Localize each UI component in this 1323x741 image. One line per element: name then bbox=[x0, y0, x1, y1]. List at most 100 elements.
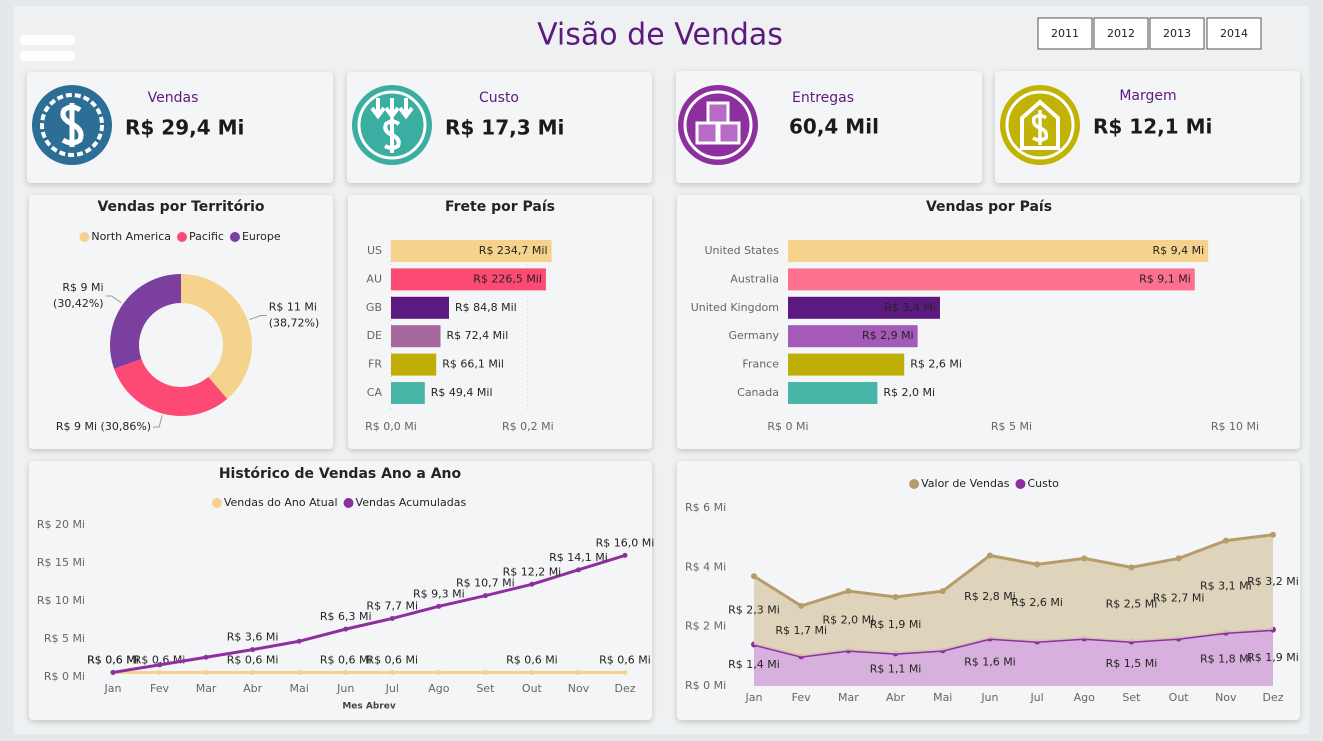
kpi-icon bbox=[678, 85, 758, 165]
data-point bbox=[751, 573, 757, 580]
y-tick-label: R$ 0 Mi bbox=[685, 679, 726, 692]
leader-line bbox=[249, 315, 267, 321]
data-point bbox=[389, 615, 395, 621]
data-point bbox=[296, 638, 302, 644]
y-tick-label: Canada bbox=[737, 386, 779, 399]
year-button[interactable]: 2014 bbox=[1206, 17, 1262, 50]
x-tick-label: Dez bbox=[614, 682, 635, 695]
kpi-value: R$ 17,3 Mi bbox=[445, 116, 564, 140]
x-tick-label: Set bbox=[1122, 691, 1141, 704]
bar bbox=[788, 382, 878, 404]
legend-marker bbox=[909, 479, 920, 489]
x-tick-label: Nov bbox=[1215, 691, 1237, 704]
data-label: R$ 1,6 Mi bbox=[964, 655, 1016, 668]
button-label: 2013 bbox=[1163, 27, 1191, 40]
data-label: R$ 2,9 Mi bbox=[862, 329, 914, 342]
chart-title: Vendas por País bbox=[926, 199, 1052, 215]
x-tick-label: Ago bbox=[1074, 691, 1096, 704]
data-label: R$ 49,4 Mil bbox=[431, 386, 493, 399]
data-label: R$ 0,6 Mi bbox=[506, 653, 558, 666]
year-button[interactable]: 2013 bbox=[1149, 17, 1205, 50]
kpi-icon bbox=[32, 85, 112, 165]
x-tick-label: R$ 0 Mi bbox=[767, 420, 808, 433]
data-label: R$ 7,7 Mi bbox=[366, 599, 418, 612]
kpi-label: Entregas bbox=[792, 90, 854, 106]
bar bbox=[391, 296, 450, 319]
chart-card bbox=[29, 461, 652, 720]
kpi-value: 60,4 Mil bbox=[789, 115, 879, 139]
y-tick-label: R$ 15 Mi bbox=[37, 556, 85, 569]
icon-ring bbox=[1005, 90, 1075, 160]
x-tick-label: Mai bbox=[933, 691, 952, 704]
leader-line bbox=[105, 295, 122, 304]
legend-label: Vendas do Ano Atual bbox=[224, 496, 338, 509]
y-tick-label: DE bbox=[367, 329, 382, 342]
data-label: R$ 0,6 Mi bbox=[87, 653, 139, 666]
icon-ring bbox=[683, 90, 753, 160]
data-label: R$ 2,0 Mi bbox=[883, 386, 935, 399]
legend-marker bbox=[343, 498, 354, 508]
x-tick-label: R$ 5 Mi bbox=[991, 420, 1032, 433]
y-tick-label: Germany bbox=[728, 329, 779, 342]
page-title: Visão de Vendas bbox=[537, 18, 783, 53]
data-point bbox=[250, 669, 256, 675]
data-label: R$ 1,5 Mi bbox=[1106, 657, 1158, 670]
data-label: R$ 9 Mi (30,86%) bbox=[56, 420, 151, 433]
data-point bbox=[1128, 564, 1135, 571]
y-tick-label: United Kingdom bbox=[691, 301, 779, 314]
data-label: R$ 66,1 Mil bbox=[442, 358, 504, 371]
data-label: R$ 3,6 Mi bbox=[227, 631, 279, 644]
data-label: R$ 2,6 Mi bbox=[1011, 596, 1063, 609]
icon-glyph bbox=[370, 98, 414, 120]
x-tick-label: Jul bbox=[385, 682, 399, 695]
button-label: 2012 bbox=[1107, 27, 1135, 40]
legend-marker bbox=[211, 498, 222, 508]
data-label: R$ 3,2 Mi bbox=[1247, 575, 1299, 588]
series-line bbox=[112, 553, 626, 674]
data-label: R$ 1,1 Mi bbox=[870, 663, 922, 676]
y-tick-label: Australia bbox=[730, 272, 779, 285]
button-box bbox=[1206, 17, 1262, 50]
data-label: R$ 9,3 Mi bbox=[413, 587, 465, 600]
data-point bbox=[343, 669, 349, 675]
data-label: R$ 11 Mi bbox=[269, 301, 317, 314]
x-tick-label: Jan bbox=[104, 682, 122, 695]
year-button[interactable]: 2011 bbox=[1037, 17, 1093, 50]
data-label: R$ 2,5 Mi bbox=[1106, 597, 1158, 610]
data-point bbox=[529, 669, 535, 675]
data-point bbox=[575, 669, 581, 675]
button-box bbox=[1149, 17, 1205, 50]
data-label: (38,72%) bbox=[269, 317, 320, 330]
menu-icon[interactable] bbox=[20, 35, 75, 61]
button-label: 2011 bbox=[1051, 27, 1079, 40]
x-tick-label: Mar bbox=[838, 691, 859, 704]
data-label: R$ 1,9 Mi bbox=[1247, 651, 1299, 664]
icon-glyph bbox=[1031, 110, 1049, 145]
x-tick-label: Nov bbox=[568, 682, 590, 695]
data-label: R$ 9 Mi bbox=[62, 281, 103, 294]
bar bbox=[391, 325, 441, 348]
data-point bbox=[1270, 531, 1276, 538]
data-point bbox=[436, 669, 442, 675]
x-tick-label: Dez bbox=[1262, 691, 1283, 704]
data-label: (30,42%) bbox=[53, 297, 104, 310]
legend-label: Europe bbox=[242, 230, 281, 243]
year-filter: 2011 2012 2013 2014 bbox=[1037, 17, 1262, 50]
data-point bbox=[436, 603, 442, 609]
chart-title: Frete por País bbox=[445, 199, 555, 215]
icon-glyph bbox=[383, 118, 401, 153]
year-button[interactable]: 2012 bbox=[1093, 17, 1149, 50]
legend-label: Pacific bbox=[189, 230, 224, 243]
bar bbox=[788, 353, 905, 376]
data-label: R$ 12,2 Mi bbox=[503, 565, 562, 578]
data-point bbox=[110, 669, 116, 675]
legend-marker bbox=[79, 232, 90, 242]
data-label: R$ 0,6 Mi bbox=[87, 653, 139, 666]
kpi-value: R$ 29,4 Mi bbox=[125, 116, 244, 140]
x-tick-label: Fev bbox=[150, 682, 169, 695]
leader-line bbox=[153, 415, 163, 428]
y-tick-label: R$ 2 Mi bbox=[685, 620, 726, 633]
data-label: R$ 6,3 Mi bbox=[320, 610, 372, 623]
x-tick-label: Out bbox=[1169, 691, 1190, 704]
data-label: R$ 1,8 Mi bbox=[1200, 652, 1252, 665]
